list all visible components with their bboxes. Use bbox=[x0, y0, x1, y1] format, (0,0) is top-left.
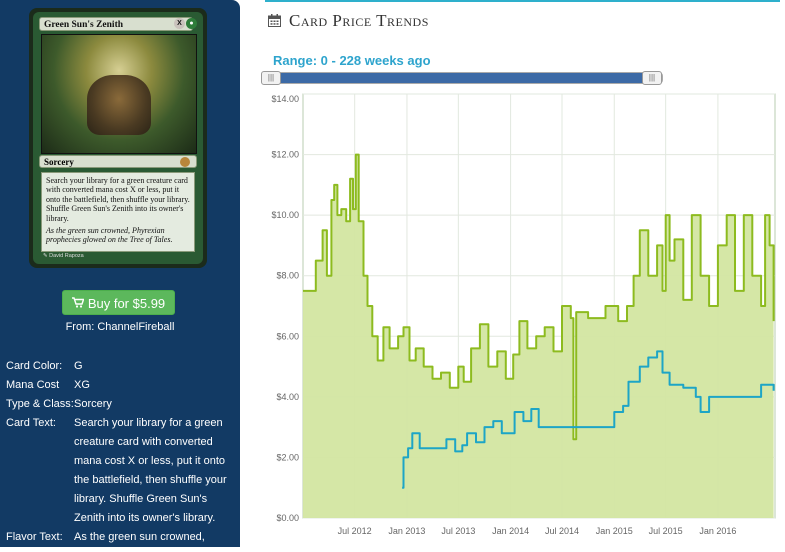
cart-icon bbox=[71, 291, 85, 316]
attr-value: As the green sun crowned, bbox=[74, 531, 205, 543]
y-tick-label: $10.00 bbox=[271, 210, 299, 220]
buy-source: From: ChannelFireball bbox=[65, 321, 175, 333]
y-tick-label: $2.00 bbox=[276, 452, 299, 462]
attr-row-type: Type & Class: Sorcery bbox=[6, 395, 236, 414]
x-tick-label: Jul 2015 bbox=[649, 526, 683, 536]
x-tick-label: Jan 2015 bbox=[596, 526, 633, 536]
card-image-name: Green Sun's Zenith bbox=[39, 17, 193, 31]
set-symbol-icon bbox=[180, 157, 190, 167]
card-art-figure bbox=[87, 75, 151, 135]
buy-button[interactable]: Buy for $5.99 bbox=[62, 290, 175, 315]
y-tick-label: $14.00 bbox=[271, 94, 299, 104]
panel-top-rule bbox=[265, 0, 780, 2]
y-tick-label: $12.00 bbox=[271, 150, 299, 160]
card-illustrator: ✎ David Rapoza bbox=[43, 253, 84, 259]
card-image-rules: Search your library for a green creature… bbox=[46, 176, 190, 223]
attr-value: Search your library for a green creature… bbox=[74, 417, 227, 524]
range-slider-start-handle[interactable]: ||| bbox=[261, 71, 281, 85]
attr-key: Type & Class: bbox=[6, 398, 74, 410]
card-frame: Green Sun's Zenith X ● Sorcery Search you… bbox=[33, 12, 203, 264]
panel-title: Card Price Trends bbox=[289, 11, 429, 30]
x-tick-label: Jul 2012 bbox=[338, 526, 372, 536]
attr-row-text: Card Text: Search your library for a gre… bbox=[6, 414, 236, 528]
attr-key: Mana Cost bbox=[6, 379, 60, 391]
attr-value: XG bbox=[74, 379, 90, 391]
price-chart: $0.00 $2.00 $4.00 $6.00 $8.00 $10.00 $12.00 $14… bbox=[271, 93, 776, 536]
attr-key: Card Color: bbox=[6, 360, 63, 372]
card-image: Green Sun's Zenith X ● Sorcery Search you… bbox=[29, 8, 207, 268]
price-chart-container: $0.00 $2.00 $4.00 $6.00 $8.00 $10.00 $12.00 $14… bbox=[265, 92, 780, 547]
attr-row-color: Card Color: G bbox=[6, 357, 236, 376]
attr-value: Sorcery bbox=[74, 398, 112, 410]
series-line-low bbox=[402, 350, 775, 489]
card-image-type: Sorcery bbox=[39, 155, 197, 168]
y-tick-label: $0.00 bbox=[276, 513, 299, 523]
x-tick-label: Jan 2014 bbox=[492, 526, 529, 536]
card-image-flavor: As the green sun crowned, Phyrexian prop… bbox=[46, 226, 173, 245]
x-tick-label: Jul 2013 bbox=[441, 526, 475, 536]
range-slider-end-handle[interactable]: ||| bbox=[642, 71, 662, 85]
card-attributes: Card Color: G Mana Cost XG Type & Class:… bbox=[6, 357, 236, 547]
y-tick-label: $8.00 bbox=[276, 271, 299, 281]
mana-x-icon: X bbox=[174, 18, 185, 30]
buy-button-label: Buy for $5.99 bbox=[87, 296, 166, 311]
mana-green-icon: ● bbox=[186, 18, 197, 30]
x-tick-label: Jan 2016 bbox=[699, 526, 736, 536]
attr-value: G bbox=[74, 360, 83, 372]
calendar-icon bbox=[268, 14, 281, 27]
range-label: Range: 0 - 228 weeks ago bbox=[273, 53, 431, 68]
attr-key: Flavor Text: bbox=[6, 531, 63, 543]
attr-row-mana: Mana Cost XG bbox=[6, 376, 236, 395]
range-slider-fill bbox=[276, 73, 652, 83]
series-line-high bbox=[303, 153, 775, 441]
attr-row-flavor: Flavor Text: As the green sun crowned, bbox=[6, 528, 236, 547]
card-mana-cost: X ● bbox=[173, 17, 197, 31]
y-tick-label: $4.00 bbox=[276, 392, 299, 402]
card-image-textbox: Search your library for a green creature… bbox=[41, 172, 195, 252]
x-tick-label: Jul 2014 bbox=[545, 526, 579, 536]
y-tick-label: $6.00 bbox=[276, 331, 299, 341]
card-sidebar: Green Sun's Zenith X ● Sorcery Search you… bbox=[0, 0, 240, 547]
attr-key: Card Text: bbox=[6, 417, 56, 429]
card-art bbox=[41, 34, 197, 154]
x-tick-label: Jan 2013 bbox=[388, 526, 425, 536]
